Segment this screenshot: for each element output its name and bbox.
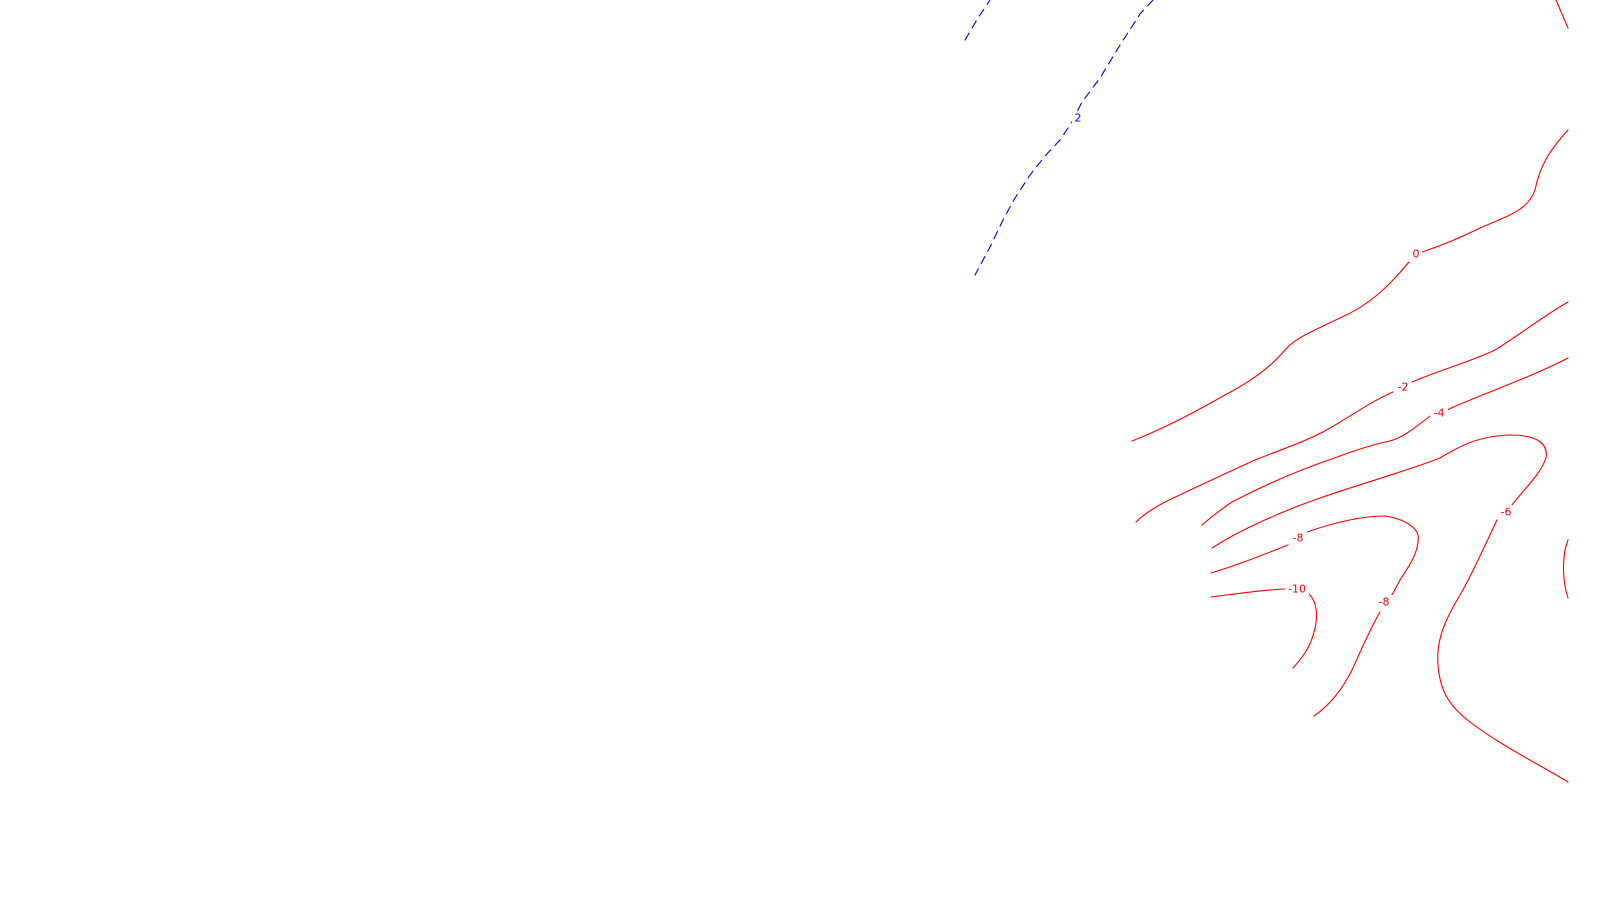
contour-line-neg-2 bbox=[1135, 301, 1569, 523]
contour-line-neg-8 bbox=[1210, 515, 1419, 717]
svg-text:-2: -2 bbox=[1398, 381, 1409, 394]
contour-line-neg-4 bbox=[1201, 357, 1569, 526]
contour-label-neg-6: -6 bbox=[1497, 505, 1515, 519]
contour-label-neg-2: -2 bbox=[1394, 380, 1412, 394]
contour-label-neg-4: -4 bbox=[1430, 406, 1448, 420]
svg-text:-10: -10 bbox=[1288, 583, 1306, 596]
contour-line-pos-2 bbox=[964, 0, 991, 41]
contour-line-neg-6 bbox=[1211, 434, 1569, 783]
contour-line-neg-6-edge bbox=[1562, 539, 1569, 599]
contour-label-neg-8a: -8 bbox=[1289, 531, 1307, 545]
contour-line-zero bbox=[1131, 129, 1569, 442]
contour-label-neg-10: -10 bbox=[1285, 582, 1309, 596]
svg-text:-8: -8 bbox=[1379, 596, 1390, 609]
svg-text:-8: -8 bbox=[1293, 532, 1304, 545]
svg-text:-6: -6 bbox=[1501, 506, 1512, 519]
svg-text:-4: -4 bbox=[1434, 407, 1445, 420]
contour-label-zero: 0 bbox=[1410, 247, 1422, 261]
contour-line-pos-2-main bbox=[974, 0, 1154, 276]
svg-text:2: 2 bbox=[1075, 112, 1082, 125]
svg-text:0: 0 bbox=[1413, 248, 1420, 261]
contour-label-pos-2: 2 bbox=[1072, 111, 1084, 125]
contour-label-neg-8b: -8 bbox=[1375, 595, 1393, 609]
contour-line-edge-fragment bbox=[1555, 0, 1569, 29]
contour-line-neg-10 bbox=[1210, 588, 1318, 669]
